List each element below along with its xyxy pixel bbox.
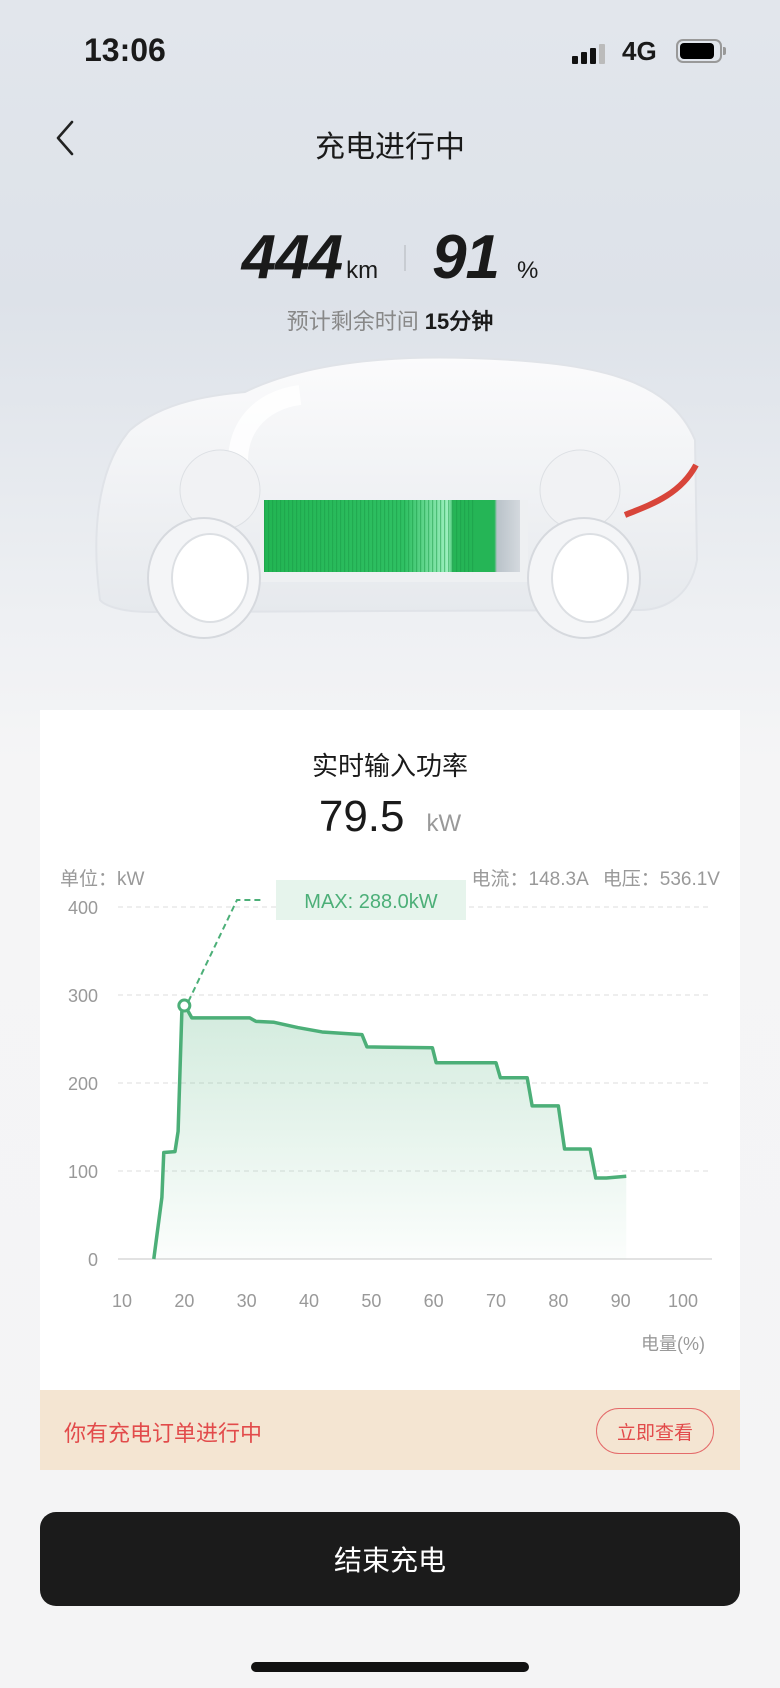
max-label-box xyxy=(276,880,466,920)
x-tick-label: 40 xyxy=(299,1291,319,1311)
power-unit: kW xyxy=(426,810,462,837)
divider xyxy=(404,244,407,271)
y-tick-label: 400 xyxy=(68,898,98,918)
max-label: MAX: 288.0kW xyxy=(304,891,438,913)
soc-unit: % xyxy=(517,257,539,284)
current-label: 电流：148.3A xyxy=(471,869,589,890)
power-value: 79.5 xyxy=(318,792,405,841)
x-tick-label: 20 xyxy=(174,1291,194,1311)
x-tick-label: 70 xyxy=(486,1291,506,1311)
eta-row: 预计剩余时间 15分钟 xyxy=(0,304,780,336)
chevron-left-icon xyxy=(56,120,74,156)
end-charging-button[interactable]: 结束充电 xyxy=(40,1512,740,1606)
network-type: 4G xyxy=(622,36,657,66)
x-tick-label: 80 xyxy=(548,1291,568,1311)
order-banner-text: 你有充电订单进行中 xyxy=(64,1421,263,1446)
power-readout: 79.5 kW xyxy=(40,792,740,842)
view-order-button[interactable]: 立即查看 xyxy=(596,1408,714,1454)
eta-value: 15分钟 xyxy=(424,309,494,334)
y-tick-label: 0 xyxy=(88,1250,98,1270)
chart-area xyxy=(153,1005,627,1259)
power-card-title: 实时输入功率 xyxy=(311,751,468,781)
y-tick-label: 300 xyxy=(68,986,98,1006)
y-tick-label: 200 xyxy=(68,1074,98,1094)
range-value: 444 xyxy=(241,223,343,292)
charge-summary: 444 km 91 % xyxy=(0,222,780,293)
status-time: 13:06 xyxy=(84,32,166,68)
signal-icon xyxy=(572,44,605,64)
x-tick-label: 100 xyxy=(668,1291,698,1311)
page-title: 充电进行中 xyxy=(315,131,465,164)
x-tick-label: 10 xyxy=(112,1291,132,1311)
range-unit: km xyxy=(346,257,379,284)
x-tick-label: 50 xyxy=(361,1291,381,1311)
x-tick-label: 90 xyxy=(611,1291,631,1311)
chart-line xyxy=(152,1003,627,1260)
electrical-readout: 电流：148.3A 电压：536.1V xyxy=(472,864,720,891)
x-tick-label: 60 xyxy=(424,1291,444,1311)
battery-icon xyxy=(676,39,722,63)
x-tick-label: 30 xyxy=(237,1291,257,1311)
unit-label: 单位：kW xyxy=(60,869,145,890)
max-point xyxy=(177,998,192,1013)
y-tick-label: 100 xyxy=(68,1162,98,1182)
max-leader-line xyxy=(187,899,264,1002)
soc-value: 91 xyxy=(432,223,500,292)
power-chart: 0 100 200 300 400 10 20 30 40 50 60 70 80 90 100 MAX: … xyxy=(68,880,712,1354)
voltage-label: 电压：536.1V xyxy=(602,869,720,890)
home-indicator[interactable] xyxy=(251,1662,529,1672)
eta-label: 预计剩余时间 xyxy=(286,309,419,334)
order-banner: 你有充电订单进行中 立即查看 xyxy=(40,1390,740,1470)
power-card: 实时输入功率 79.5 kW 单位：kW 电流：148.3A 电压：536.1V 0… xyxy=(40,710,740,1390)
x-axis-label: 电量(%) xyxy=(641,1334,705,1354)
battery-tip xyxy=(723,47,726,55)
back-button[interactable] xyxy=(50,118,80,158)
car-battery-illustration xyxy=(95,356,699,639)
